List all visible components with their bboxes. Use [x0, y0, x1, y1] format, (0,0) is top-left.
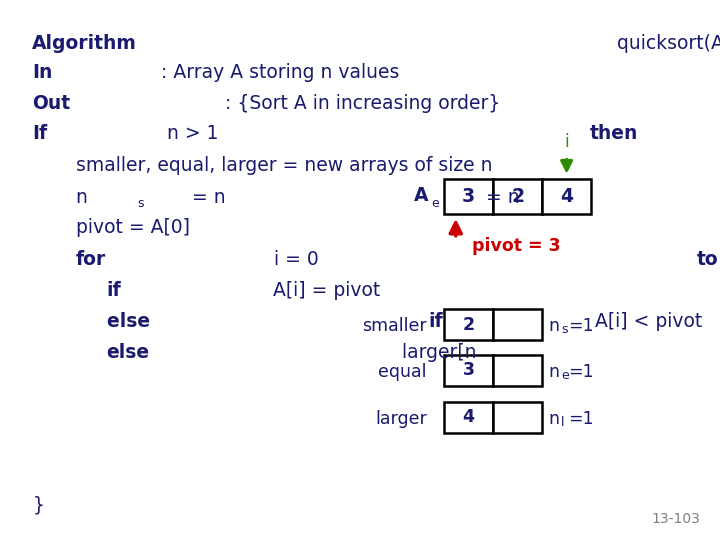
Text: if: if	[107, 281, 121, 300]
Text: e: e	[561, 369, 569, 382]
Text: : Array A storing n values: : Array A storing n values	[161, 63, 400, 83]
Text: larger: larger	[375, 409, 427, 428]
Text: 4: 4	[560, 187, 573, 206]
Text: If: If	[32, 124, 48, 144]
Text: pivot = 3: pivot = 3	[472, 237, 560, 255]
Bar	[493, 355, 542, 386]
Text: Algorithm: Algorithm	[32, 33, 138, 53]
Text: quicksort(A,n): quicksort(A,n)	[611, 33, 720, 53]
Text: to: to	[697, 249, 719, 269]
Text: i = 0: i = 0	[269, 249, 325, 269]
Text: then: then	[590, 124, 638, 144]
Bar	[444, 309, 493, 340]
Text: pivot = A[0]: pivot = A[0]	[76, 218, 189, 238]
Text: = n: = n	[480, 187, 519, 207]
Text: e: e	[431, 197, 438, 210]
Text: = n: = n	[186, 187, 225, 207]
Text: 13-103: 13-103	[651, 512, 700, 526]
Text: for: for	[76, 249, 106, 269]
Text: 3: 3	[462, 187, 475, 206]
Text: s: s	[561, 323, 567, 336]
Text: equal: equal	[379, 362, 427, 381]
Text: else: else	[107, 342, 150, 362]
Text: =1: =1	[568, 316, 594, 335]
Bar	[493, 179, 542, 214]
Text: else: else	[107, 312, 156, 331]
Bar	[542, 179, 591, 214]
Text: larger[n: larger[n	[396, 342, 477, 362]
Text: In: In	[32, 63, 53, 83]
Text: =1: =1	[568, 409, 594, 428]
Text: n: n	[549, 316, 559, 335]
Bar	[444, 355, 493, 386]
Text: =1: =1	[568, 362, 594, 381]
Text: smaller: smaller	[362, 316, 427, 335]
Bar	[493, 309, 542, 340]
Text: if: if	[428, 312, 443, 331]
Text: : {Sort A in increasing order}: : {Sort A in increasing order}	[225, 94, 500, 113]
Text: n: n	[76, 187, 87, 207]
Text: i: i	[564, 133, 569, 151]
Text: A[i] < pivot: A[i] < pivot	[589, 312, 708, 331]
Text: smaller, equal, larger = new arrays of size n: smaller, equal, larger = new arrays of s…	[76, 156, 492, 176]
Text: n: n	[549, 409, 559, 428]
Text: }: }	[32, 495, 44, 515]
Text: 2: 2	[511, 187, 524, 206]
Text: l: l	[561, 416, 564, 429]
Text: Out: Out	[32, 94, 71, 113]
Bar	[444, 179, 493, 214]
Text: s: s	[137, 197, 143, 210]
Text: A: A	[414, 186, 428, 205]
Text: 2: 2	[463, 315, 474, 334]
Bar	[493, 402, 542, 433]
Text: n > 1: n > 1	[161, 124, 225, 144]
Text: A[i] = pivot: A[i] = pivot	[267, 281, 387, 300]
Text: n: n	[549, 362, 559, 381]
Text: 3: 3	[463, 361, 474, 380]
Bar	[444, 402, 493, 433]
Text: 4: 4	[463, 408, 474, 427]
